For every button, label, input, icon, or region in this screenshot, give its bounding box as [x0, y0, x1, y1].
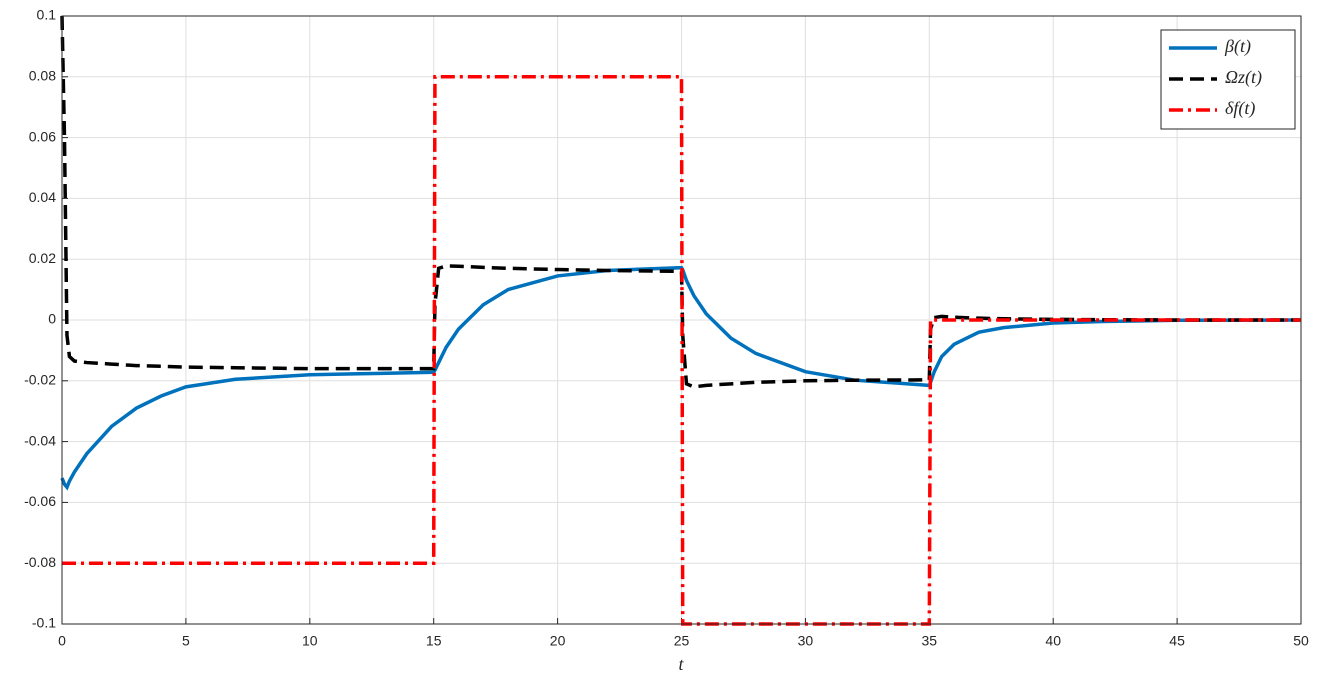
- legend-label: β(t): [1224, 36, 1251, 57]
- x-tick-label: 0: [58, 633, 66, 649]
- y-tick-label: 0.02: [29, 250, 56, 266]
- y-tick-label: 0.08: [29, 68, 56, 84]
- series-line: [62, 75, 1301, 626]
- legend-label: Ωz(t): [1225, 67, 1262, 88]
- x-tick-label: 30: [798, 633, 814, 649]
- x-tick-label: 45: [1169, 633, 1185, 649]
- x-tick-label: 10: [302, 633, 318, 649]
- series-line: [60, 265, 1302, 491]
- x-tick-label: 50: [1293, 633, 1309, 649]
- y-tick-label: -0.02: [24, 372, 56, 388]
- x-tick-label: 5: [182, 633, 190, 649]
- y-tick-label: -0.06: [24, 493, 56, 509]
- x-tick-label: 15: [426, 633, 442, 649]
- y-tick-label: 0.04: [29, 189, 56, 205]
- y-tick-label: -0.08: [24, 554, 56, 570]
- x-tick-label: 25: [674, 633, 690, 649]
- y-tick-label: -0.1: [32, 615, 56, 631]
- x-axis-label: t: [678, 654, 684, 674]
- x-tick-label: 35: [922, 633, 938, 649]
- x-tick-label: 20: [550, 633, 566, 649]
- legend-label: δf(t): [1225, 98, 1255, 119]
- series-line: [60, 15, 1301, 389]
- y-tick-label: 0: [48, 311, 56, 327]
- x-tick-label: 40: [1045, 633, 1061, 649]
- y-tick-label: 0.1: [37, 7, 57, 23]
- y-tick-label: 0.06: [29, 128, 56, 144]
- y-tick-label: -0.04: [24, 432, 56, 448]
- axes-box: [61, 15, 1302, 625]
